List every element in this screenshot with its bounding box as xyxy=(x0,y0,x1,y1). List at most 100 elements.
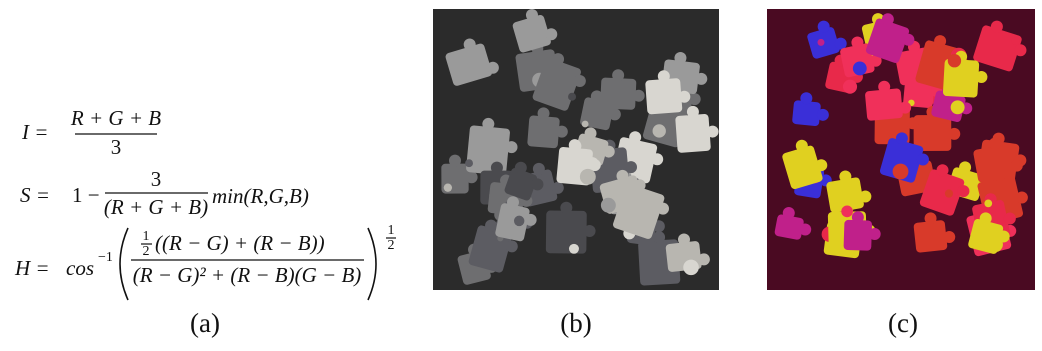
puzzle-piece xyxy=(444,184,452,192)
puzzle-piece xyxy=(698,253,710,265)
puzzle-piece xyxy=(943,59,980,98)
eq-prefix: 1 − xyxy=(72,183,100,207)
puzzle-piece xyxy=(505,141,517,153)
puzzle-piece xyxy=(853,61,867,75)
puzzle-piece xyxy=(569,139,581,151)
eq-denominator: 3 xyxy=(111,135,122,159)
puzzle-piece xyxy=(844,220,873,251)
puzzle-piece xyxy=(851,37,863,49)
puzzle-piece xyxy=(839,170,851,182)
puzzle-piece xyxy=(707,126,719,138)
puzzle-piece xyxy=(580,169,596,185)
puzzle-piece xyxy=(526,9,538,21)
puzzle-piece xyxy=(525,214,537,226)
puzzle-piece xyxy=(980,212,992,224)
puzzle-piece xyxy=(601,198,616,213)
puzzle-piece xyxy=(538,107,550,119)
puzzle-piece xyxy=(987,236,1003,252)
puzzle-piece xyxy=(695,73,707,85)
puzzle-piece xyxy=(896,132,908,144)
puzzle-piece xyxy=(515,162,527,174)
puzzle-piece xyxy=(657,203,669,215)
puzzle-piece xyxy=(957,185,969,197)
puzzle-piece xyxy=(465,159,473,167)
puzzle-piece xyxy=(925,212,937,224)
puzzle-piece xyxy=(951,100,965,114)
eq-suffix: min(R,G,B) xyxy=(212,184,309,208)
puzzle-piece xyxy=(893,164,909,180)
puzzle-piece xyxy=(991,21,1003,33)
puzzle-piece xyxy=(506,240,518,252)
eq-denominator: (R + G + B) xyxy=(104,195,208,219)
puzzle-piece xyxy=(948,54,961,67)
puzzle-piece xyxy=(907,117,919,129)
puzzle-piece xyxy=(783,207,795,219)
eq-denominator: (R − G)² + (R − B)(G − B) xyxy=(133,263,362,287)
puzzle-piece xyxy=(485,220,497,232)
puzzle-piece xyxy=(612,69,624,81)
puzzle-piece xyxy=(917,153,929,165)
puzzle-piece xyxy=(689,93,701,105)
puzzle-piece xyxy=(913,220,947,253)
puzzle-piece xyxy=(687,106,699,118)
puzzle-piece xyxy=(560,202,572,214)
puzzle-piece xyxy=(1014,44,1026,56)
puzzle-piece xyxy=(633,90,645,102)
puzzle-piece xyxy=(852,211,864,223)
puzzle-piece xyxy=(683,260,699,276)
puzzle-piece xyxy=(464,39,476,51)
puzzle-piece xyxy=(514,216,524,226)
puzzle-piece xyxy=(1011,160,1023,172)
puzzle-piece xyxy=(975,71,987,83)
puzzle-piece xyxy=(796,140,808,152)
puzzle-piece xyxy=(869,228,881,240)
eq-numerator: R + G + B xyxy=(70,106,161,130)
puzzle-piece xyxy=(943,231,955,243)
puzzle-piece xyxy=(675,114,711,153)
puzzle-piece xyxy=(878,81,890,93)
puzzle-piece xyxy=(818,21,830,33)
puzzle-piece xyxy=(799,223,811,235)
puzzle-piece xyxy=(815,159,827,171)
puzzle-piece xyxy=(552,182,564,194)
puzzle-piece xyxy=(629,131,641,143)
puzzle-piece xyxy=(914,115,952,151)
puzzle-piece xyxy=(491,162,503,174)
puzzle-piece xyxy=(617,170,629,182)
puzzle-piece xyxy=(843,80,857,94)
puzzle-piece xyxy=(466,125,511,176)
puzzle-piece xyxy=(899,102,911,114)
coef-denominator: 2 xyxy=(143,244,150,259)
puzzle-piece xyxy=(859,190,871,202)
puzzle-piece xyxy=(641,207,650,216)
puzzle-piece xyxy=(984,200,992,208)
figure: I = R + G + B 3 S = 1 − 3 (R + G + B) mi… xyxy=(0,0,1042,351)
caption: (b) xyxy=(560,308,591,338)
eq-function: cos xyxy=(66,256,94,280)
puzzle-piece xyxy=(552,53,564,65)
puzzle-piece xyxy=(569,244,579,254)
puzzle-piece xyxy=(937,164,949,176)
puzzle-piece xyxy=(574,75,586,87)
puzzle-piece xyxy=(507,196,519,208)
eq-function-exponent: −1 xyxy=(98,250,113,265)
puzzle-piece xyxy=(584,225,596,237)
puzzle-piece xyxy=(934,35,946,47)
puzzle-piece xyxy=(1016,191,1028,203)
puzzle-piece xyxy=(902,34,914,46)
puzzle-piece xyxy=(600,77,636,110)
puzzle-piece xyxy=(449,155,461,167)
puzzle-image-gray xyxy=(433,9,719,290)
puzzle-image-color xyxy=(767,9,1035,290)
puzzle-piece xyxy=(634,179,646,191)
puzzle-piece xyxy=(651,153,663,165)
puzzle-piece xyxy=(482,118,494,130)
puzzle-piece xyxy=(531,178,543,190)
puzzle-piece xyxy=(589,159,601,171)
puzzle-piece xyxy=(625,161,637,173)
puzzle-piece xyxy=(959,161,971,173)
puzzle-piece xyxy=(865,88,903,121)
caption: (c) xyxy=(888,308,918,338)
left-paren xyxy=(120,228,128,300)
puzzle-piece xyxy=(533,163,545,175)
